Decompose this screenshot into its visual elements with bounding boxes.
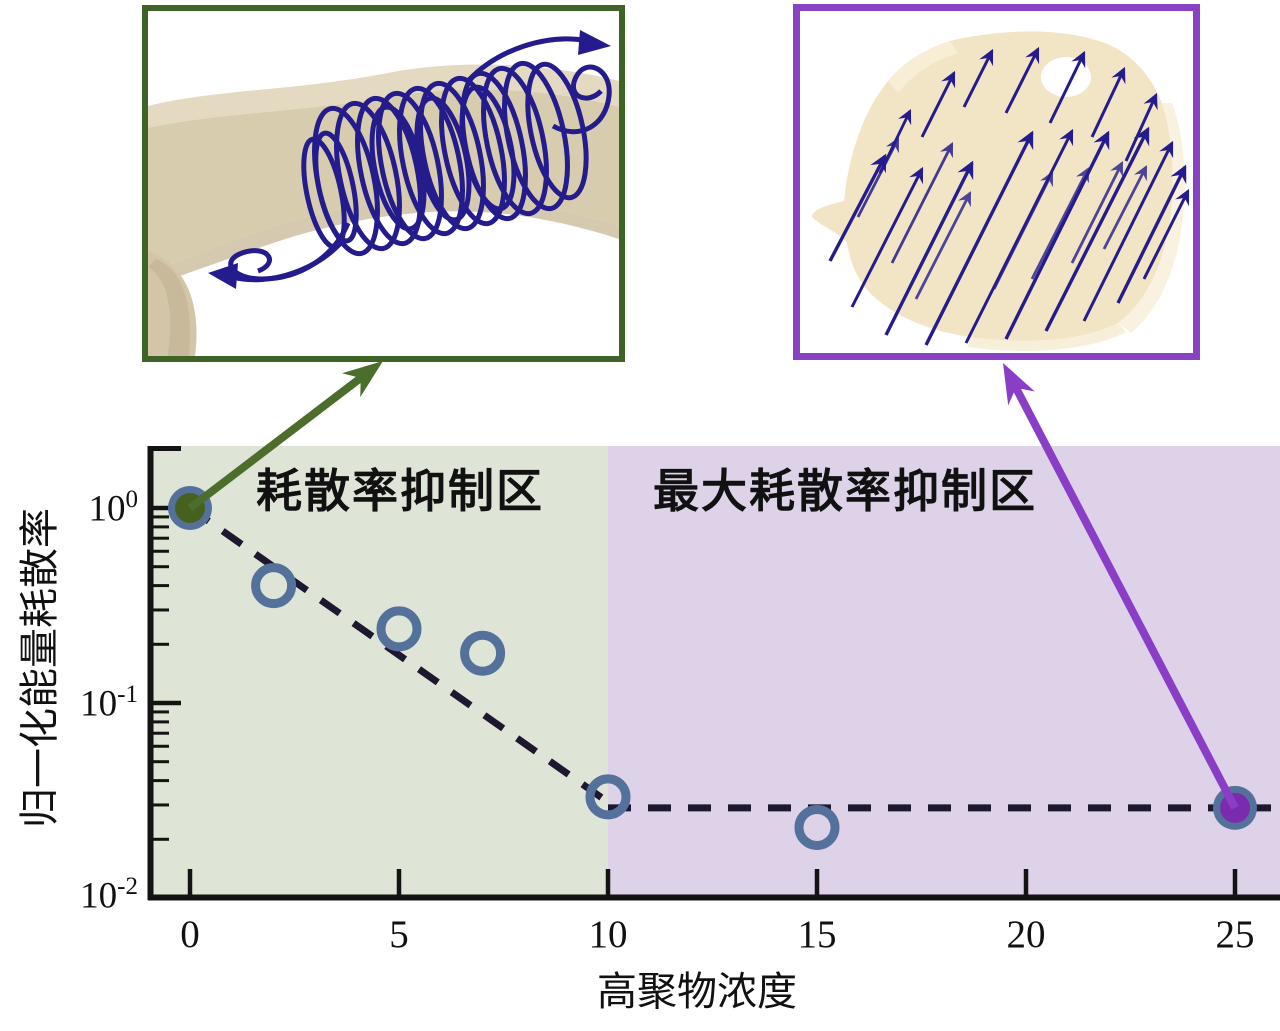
arrow-to-laminar-inset [1011, 384, 1239, 810]
arrow-to-vortex-inset [187, 373, 365, 512]
data-point-open [251, 563, 297, 609]
y-axis-title: 归一化能量耗散率 [18, 508, 62, 828]
x-tick-label-5: 5 [389, 913, 409, 956]
parallel-streamlines-icon [812, 31, 1190, 351]
dashed-trend-line [187, 505, 611, 806]
x-axis-title: 高聚物浓度 [597, 970, 797, 1014]
arrow-to-vortex-inset-head [342, 361, 383, 398]
data-point-open [460, 630, 506, 676]
x-tick-label-0: 0 [180, 913, 200, 956]
region-label-max-dissipation-suppression: 最大耗散率抑制区 [653, 465, 1037, 517]
y-tick-label-1e-1: 10-1 [80, 681, 138, 725]
y-tick-label-1e-2: 10-2 [80, 873, 138, 917]
y-tick-label-1e0: 100 [88, 486, 139, 530]
arrow-to-laminar-inset-head [1003, 363, 1035, 406]
x-tick-label-15: 15 [797, 913, 837, 956]
data-point-open [794, 804, 840, 850]
region-label-dissipation-suppression: 耗散率抑制区 [256, 465, 544, 517]
x-tick-label-10: 10 [588, 913, 628, 956]
x-tick-label-25: 25 [1215, 913, 1255, 956]
vortex-streamlines-icon [148, 30, 619, 356]
data-point-open [585, 774, 631, 820]
region-dissipation-suppression [151, 446, 608, 897]
x-tick-label-20: 20 [1006, 913, 1046, 956]
laminar-flow-inset [793, 4, 1200, 360]
data-point-open [376, 606, 422, 652]
vortex-flow-inset [142, 5, 625, 362]
